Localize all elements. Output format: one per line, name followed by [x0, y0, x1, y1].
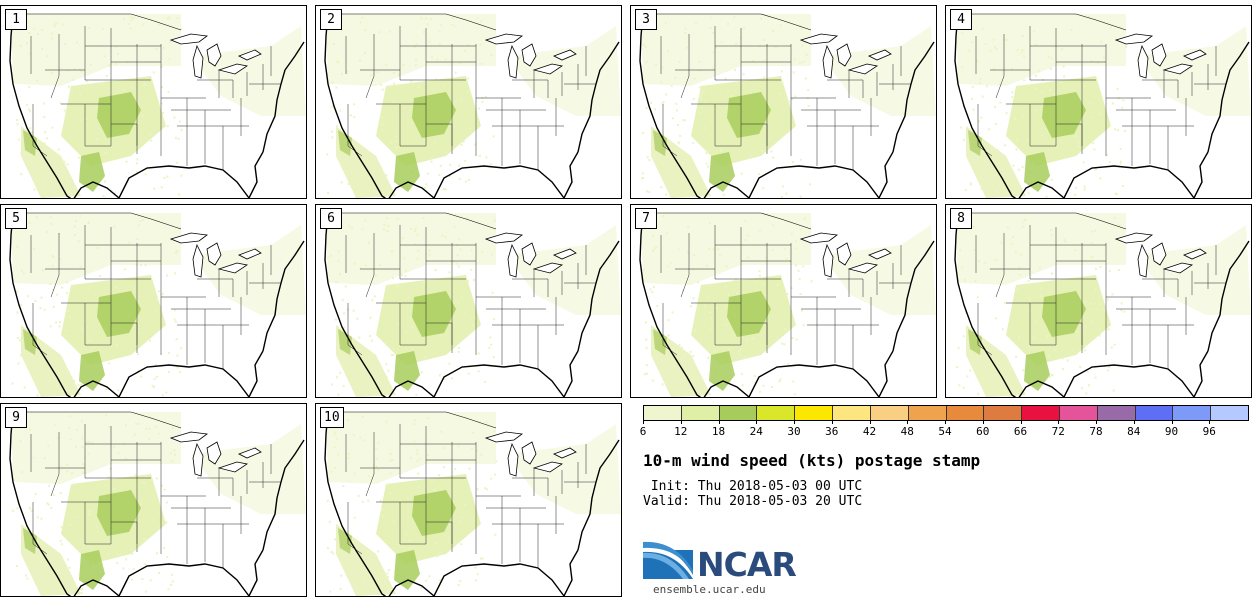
logo-text: NCAR: [697, 545, 797, 584]
colorbar-tick-label: 84: [1127, 425, 1141, 438]
colorbar-swatch: [644, 406, 682, 420]
ncar-logo-icon: [643, 541, 693, 579]
map-graphic: [9, 411, 306, 596]
map-graphic: [954, 13, 1251, 198]
colorbar-tick-label: 90: [1164, 425, 1179, 438]
panel-label: 1: [5, 9, 27, 30]
panel-label: 3: [635, 9, 657, 30]
colorbar-tick: [1209, 420, 1211, 424]
colorbar-tick: [680, 420, 682, 424]
panel-label: 8: [950, 208, 972, 229]
map-graphic: [954, 212, 1251, 397]
colorbar-tick-label: 48: [900, 425, 914, 438]
colorbar: [643, 405, 1249, 421]
map-panel-10: 10: [315, 403, 622, 597]
map-graphic: [324, 411, 621, 596]
colorbar-tick: [718, 420, 720, 424]
panel-label: 5: [5, 208, 27, 229]
colorbar-tick: [1133, 420, 1135, 424]
map-graphic: [639, 13, 936, 198]
colorbar-tick: [756, 420, 758, 424]
plot-title: 10-m wind speed (kts) postage stamp: [643, 451, 981, 470]
colorbar-tick-label: 24: [749, 425, 763, 438]
map-graphic: [9, 212, 306, 397]
panel-label: 9: [5, 407, 27, 428]
colorbar-swatch: [681, 406, 720, 420]
colorbar-tick: [1096, 420, 1097, 424]
colorbar-ticks: 6 12 18 24 30 36 42 48 54 60 66 72 78 84 90 96: [639, 420, 1249, 440]
panel-label: 4: [950, 9, 972, 30]
init-time: Init: Thu 2018-05-03 00 UTC: [643, 479, 863, 494]
map-panel-3: 3: [630, 5, 937, 199]
colorbar-tick-label: 96: [1202, 425, 1216, 438]
colorbar-swatch: [1059, 406, 1098, 420]
colorbar-swatch: [1135, 406, 1174, 420]
colorbar-swatch: [757, 406, 796, 420]
colorbar-tick: [945, 420, 946, 424]
panel-label: 10: [320, 407, 344, 428]
map-graphic: [324, 212, 621, 397]
panel-label: 7: [635, 208, 657, 229]
colorbar-tick-label: 6: [639, 425, 647, 438]
map-panel-2: 2: [315, 5, 622, 199]
colorbar-tick-label: 30: [787, 425, 801, 438]
colorbar-tick: [1171, 420, 1173, 424]
colorbar-swatch: [1097, 406, 1136, 420]
map-graphic: [639, 212, 936, 397]
colorbar-swatch: [1173, 406, 1212, 420]
colorbar-swatch: [908, 406, 947, 420]
map-panel-4: 4: [945, 5, 1252, 199]
colorbar-tick: [1058, 420, 1060, 424]
colorbar-tick: [869, 420, 871, 424]
map-graphic: [9, 13, 306, 198]
colorbar-tick-label: 60: [976, 425, 990, 438]
colorbar-tick-label: 66: [1013, 425, 1028, 438]
colorbar-swatch: [984, 406, 1023, 420]
colorbar-tick: [794, 420, 795, 424]
map-panel-5: 5: [0, 204, 307, 398]
colorbar-tick: [1020, 420, 1022, 424]
colorbar-swatch: [833, 406, 871, 420]
panel-label: 6: [320, 208, 342, 229]
colorbar-tick: [907, 420, 909, 424]
map-panel-9: 9: [0, 403, 307, 597]
panel-label: 2: [320, 9, 342, 30]
colorbar-tick: [831, 420, 833, 424]
colorbar-tick: [982, 420, 984, 424]
map-panel-1: 1: [0, 5, 307, 199]
colorbar-swatch: [1022, 406, 1060, 420]
colorbar-tick-label: 54: [938, 425, 952, 438]
valid-time: Valid: Thu 2018-05-03 20 UTC: [643, 494, 863, 509]
colorbar-tick: [643, 420, 644, 424]
map-panel-7: 7: [630, 204, 937, 398]
map-panel-6: 6: [315, 204, 622, 398]
map-graphic: [324, 13, 621, 198]
colorbar-tick-label: 72: [1051, 425, 1065, 438]
site-url: ensemble.ucar.edu: [653, 583, 766, 596]
colorbar-tick-label: 18: [711, 425, 726, 438]
colorbar-swatch: [946, 406, 985, 420]
colorbar-swatch: [795, 406, 834, 420]
colorbar-swatch: [870, 406, 909, 420]
colorbar-tick-label: 78: [1089, 425, 1103, 438]
map-panel-8: 8: [945, 204, 1252, 398]
colorbar-tick-label: 12: [674, 425, 688, 438]
colorbar-swatch: [719, 406, 758, 420]
colorbar-swatch: [1211, 406, 1248, 420]
colorbar-tick-label: 42: [862, 425, 877, 438]
colorbar-tick-label: 36: [825, 425, 839, 438]
